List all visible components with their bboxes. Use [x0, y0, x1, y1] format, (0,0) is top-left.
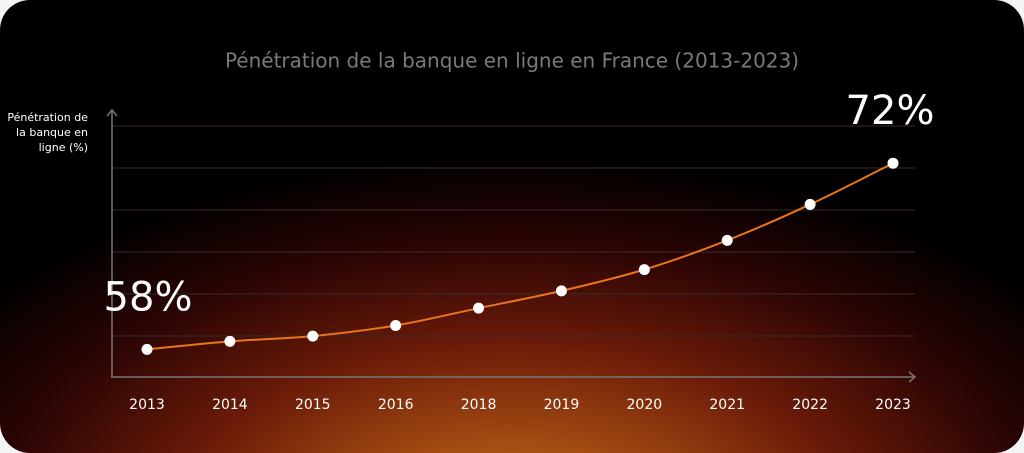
x-tick-label: 2014	[212, 397, 248, 413]
point	[141, 343, 153, 355]
x-tick-label: 2021	[709, 397, 745, 413]
value-label: 58%	[104, 274, 193, 320]
x-tick-label: 2019	[544, 397, 580, 413]
point	[804, 198, 816, 210]
point	[473, 302, 485, 314]
chart-title: Pénétration de la banque en ligne en Fra…	[225, 49, 799, 73]
point	[555, 285, 567, 297]
axes	[106, 108, 917, 383]
x-tick-label: 2022	[792, 397, 828, 413]
point	[638, 264, 650, 276]
x-tick-label: 2020	[627, 397, 663, 413]
y-axis-arrow	[106, 108, 118, 117]
x-tick-label: 2015	[295, 397, 331, 413]
x-axis-arrow	[908, 371, 917, 383]
point	[307, 330, 319, 342]
point	[390, 319, 402, 331]
x-tick-label: 2013	[129, 397, 165, 413]
grid	[112, 125, 915, 337]
x-tick-label: 2018	[461, 397, 497, 413]
y-axis-label: Pénétration de la banque en ligne (%)	[7, 111, 88, 154]
x-tick-label: 2016	[378, 397, 414, 413]
line	[146, 162, 894, 351]
value-label: 72%	[846, 88, 935, 134]
point	[887, 157, 899, 169]
point	[721, 234, 733, 246]
point	[224, 335, 236, 347]
x-tick-label: 2023	[875, 397, 911, 413]
